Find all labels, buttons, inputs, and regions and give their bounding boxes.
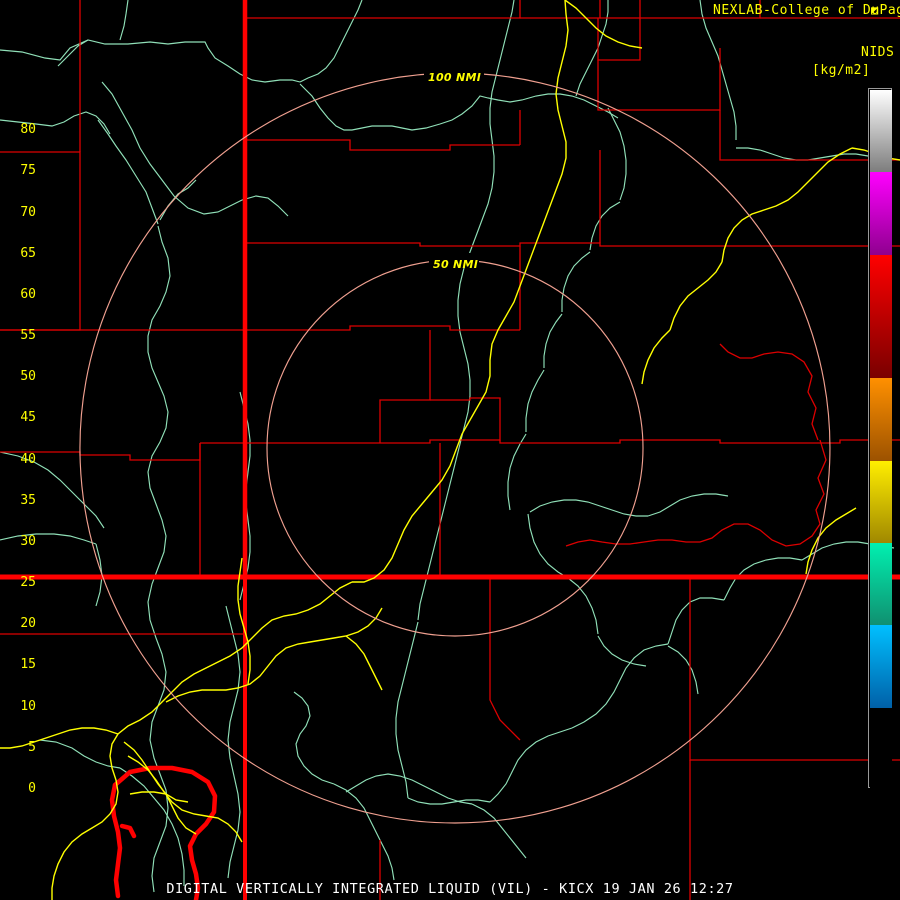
range-ring-label-50nmi: 50 NMI xyxy=(433,258,479,271)
range-ring-100nmi xyxy=(79,72,831,824)
colorbar-tick-65: 65 xyxy=(20,245,36,261)
colorbar-band-0-10 xyxy=(870,707,892,790)
ring-label-100-mask xyxy=(424,66,484,80)
status-bar: DIGITAL VERTICALLY INTEGRATED LIQUID (VI… xyxy=(166,881,734,897)
colorbar-tick-75: 75 xyxy=(20,163,36,179)
colorbar-tick-60: 60 xyxy=(20,286,36,302)
colorbar-tick-0: 0 xyxy=(28,781,36,796)
ring-label-50-mask xyxy=(429,253,479,267)
colorbar-tick-70: 70 xyxy=(20,204,36,220)
colorbar-band-40-50 xyxy=(870,378,892,461)
range-ring-label-100nmi: 100 NMI xyxy=(428,71,482,84)
colorbar-band-30-40 xyxy=(870,460,892,543)
colorbar-tick-50: 50 xyxy=(20,369,36,385)
state-borders-layer xyxy=(0,0,839,900)
provider-credit: NEXLAB-College of DuPage xyxy=(713,3,900,18)
colorbar-tick-35: 35 xyxy=(20,492,36,508)
colorbar-tick-80: 80 xyxy=(20,122,36,138)
colorbar-tick-20: 20 xyxy=(20,616,36,632)
colorbar-band-50-65 xyxy=(870,254,892,379)
colorbar-band-20-30 xyxy=(870,542,892,626)
colorbar-tick-10: 10 xyxy=(20,698,36,714)
colorbar-tick-45: 45 xyxy=(20,410,36,426)
colorbar[interactable] xyxy=(868,88,892,790)
dupage-logo-icon: ◩ xyxy=(871,3,879,17)
colorbar-tick-40: 40 xyxy=(20,451,36,467)
colorbar-tick-5: 5 xyxy=(28,739,36,755)
colorbar-band-75-85 xyxy=(870,90,892,173)
nids-label: NIDS xyxy=(861,45,895,60)
colorbar-band-65-75 xyxy=(870,172,892,255)
colorbar-gradient xyxy=(868,88,892,790)
units-label: [kg/m2] xyxy=(812,63,871,78)
colorbar-tick-55: 55 xyxy=(20,328,36,344)
colorbar-tick-labels: 80 75 70 65 60 55 50 45 40 35 30 25 20 15 10 5 0 xyxy=(0,88,36,795)
colorbar-tick-30: 30 xyxy=(20,533,36,549)
colorbar-tick-25: 25 xyxy=(20,575,36,591)
colorbar-tick-15: 15 xyxy=(20,657,36,673)
colorbar-band-10-20 xyxy=(870,625,892,708)
